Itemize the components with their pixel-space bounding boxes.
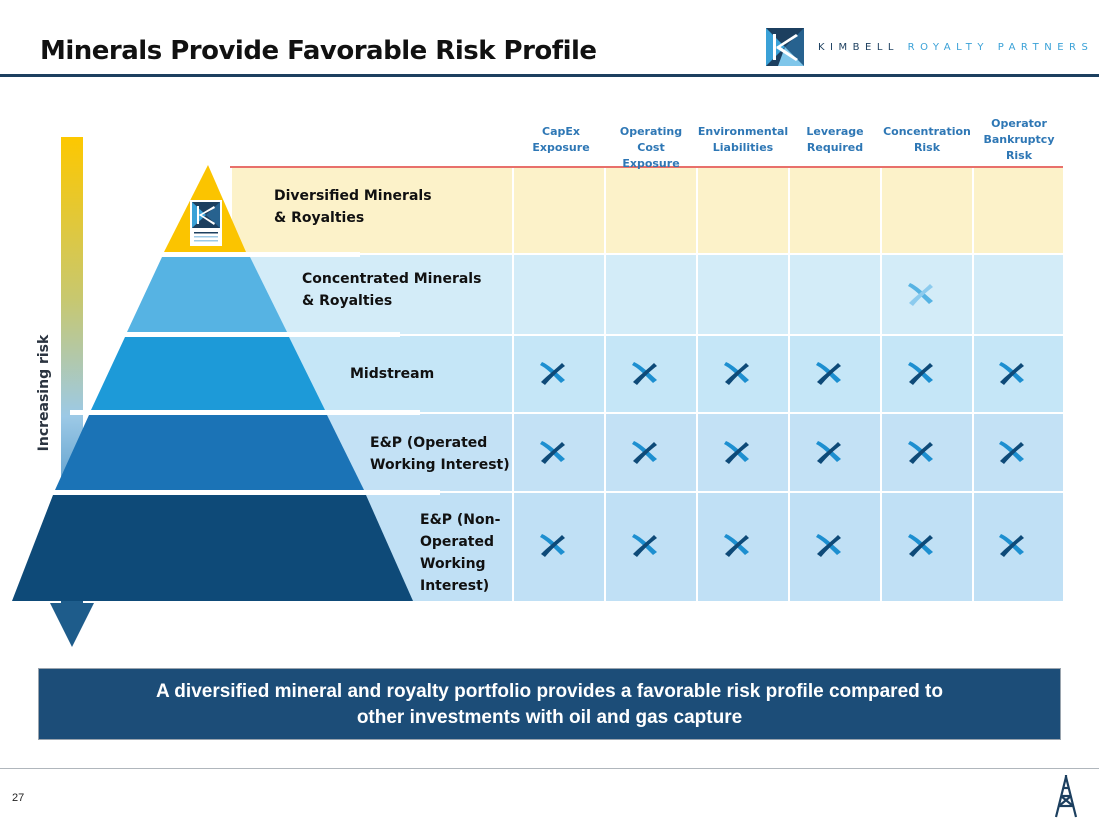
tier-gap-2 [110,332,400,337]
x-mark-icon [816,362,841,385]
x-mark-icon [908,283,933,306]
logo-word-kimbell: KIMBELL [818,42,899,53]
x-mark-icon [632,534,657,557]
x-mark-icon [999,441,1024,464]
logo-wordmark: KIMBELL ROYALTY PARTNERS [818,42,1093,53]
logo-word-royalty-partners: ROYALTY PARTNERS [907,42,1094,53]
x-mark-icon [540,534,565,557]
x-mark-icon [724,534,749,557]
x-mark-icon [540,362,565,385]
row-band-1 [232,168,1063,254]
tier-gap-3 [70,410,420,415]
tier-label-ep-operated: E&P (Operated Working Interest) [370,435,510,473]
x-mark-icon [816,534,841,557]
apex-logo [190,200,222,246]
x-mark-icon [632,441,657,464]
column-header-capex-exposure: CapEx Exposure [532,125,590,154]
footer-rule [0,768,1099,769]
kimbell-k-logo-icon [766,28,804,66]
banner-line-2: other investments with oil and gas captu… [356,707,743,728]
tier-label-diversified-minerals: Diversified Minerals & Royalties [274,188,432,226]
title-underline [0,74,1099,77]
kimbell-logo: KIMBELL ROYALTY PARTNERS [766,28,1088,66]
column-header-operator-bankruptcy-risk: Operator Bankruptcy Risk [983,117,1055,162]
x-mark-icon [816,441,841,464]
column-header-operating-cost-exposure: Operating Cost Exposure [619,125,683,170]
oil-derrick-icon [1054,775,1078,818]
x-mark-icon [908,534,933,557]
tier-gap-4 [40,490,440,495]
pyramid-tier-3 [91,337,325,410]
tier-gap-1 [150,252,360,257]
x-mark-icon [908,441,933,464]
x-mark-icon [908,362,933,385]
x-mark-icon [999,534,1024,557]
tier-label-ep-non-operated: E&P (Non- Operated Working Interest) [420,512,501,594]
column-header-leverage-required: Leverage Required [806,125,864,154]
column-header-concentration-risk: Concentration Risk [883,125,971,154]
pyramid-tier-4 [55,415,364,490]
x-mark-icon [724,362,749,385]
column-header-environmental-liabilities: Environmental Liabilities [697,125,789,154]
slide-title: Minerals Provide Favorable Risk Profile [40,36,597,66]
x-mark-icon [540,441,565,464]
x-mark-icon [632,362,657,385]
tier-label-midstream: Midstream [350,366,435,382]
page-number: 27 [12,792,25,804]
tier-label-concentrated-minerals: Concentrated Minerals & Royalties [302,271,482,309]
pyramid-tier-2 [127,257,287,332]
x-mark-icon [724,441,749,464]
x-mark-icon [999,362,1024,385]
pyramid-tier-5 [12,495,413,601]
banner-line-1: A diversified mineral and royalty portfo… [156,681,943,702]
summary-banner: A diversified mineral and royalty portfo… [38,668,1061,740]
